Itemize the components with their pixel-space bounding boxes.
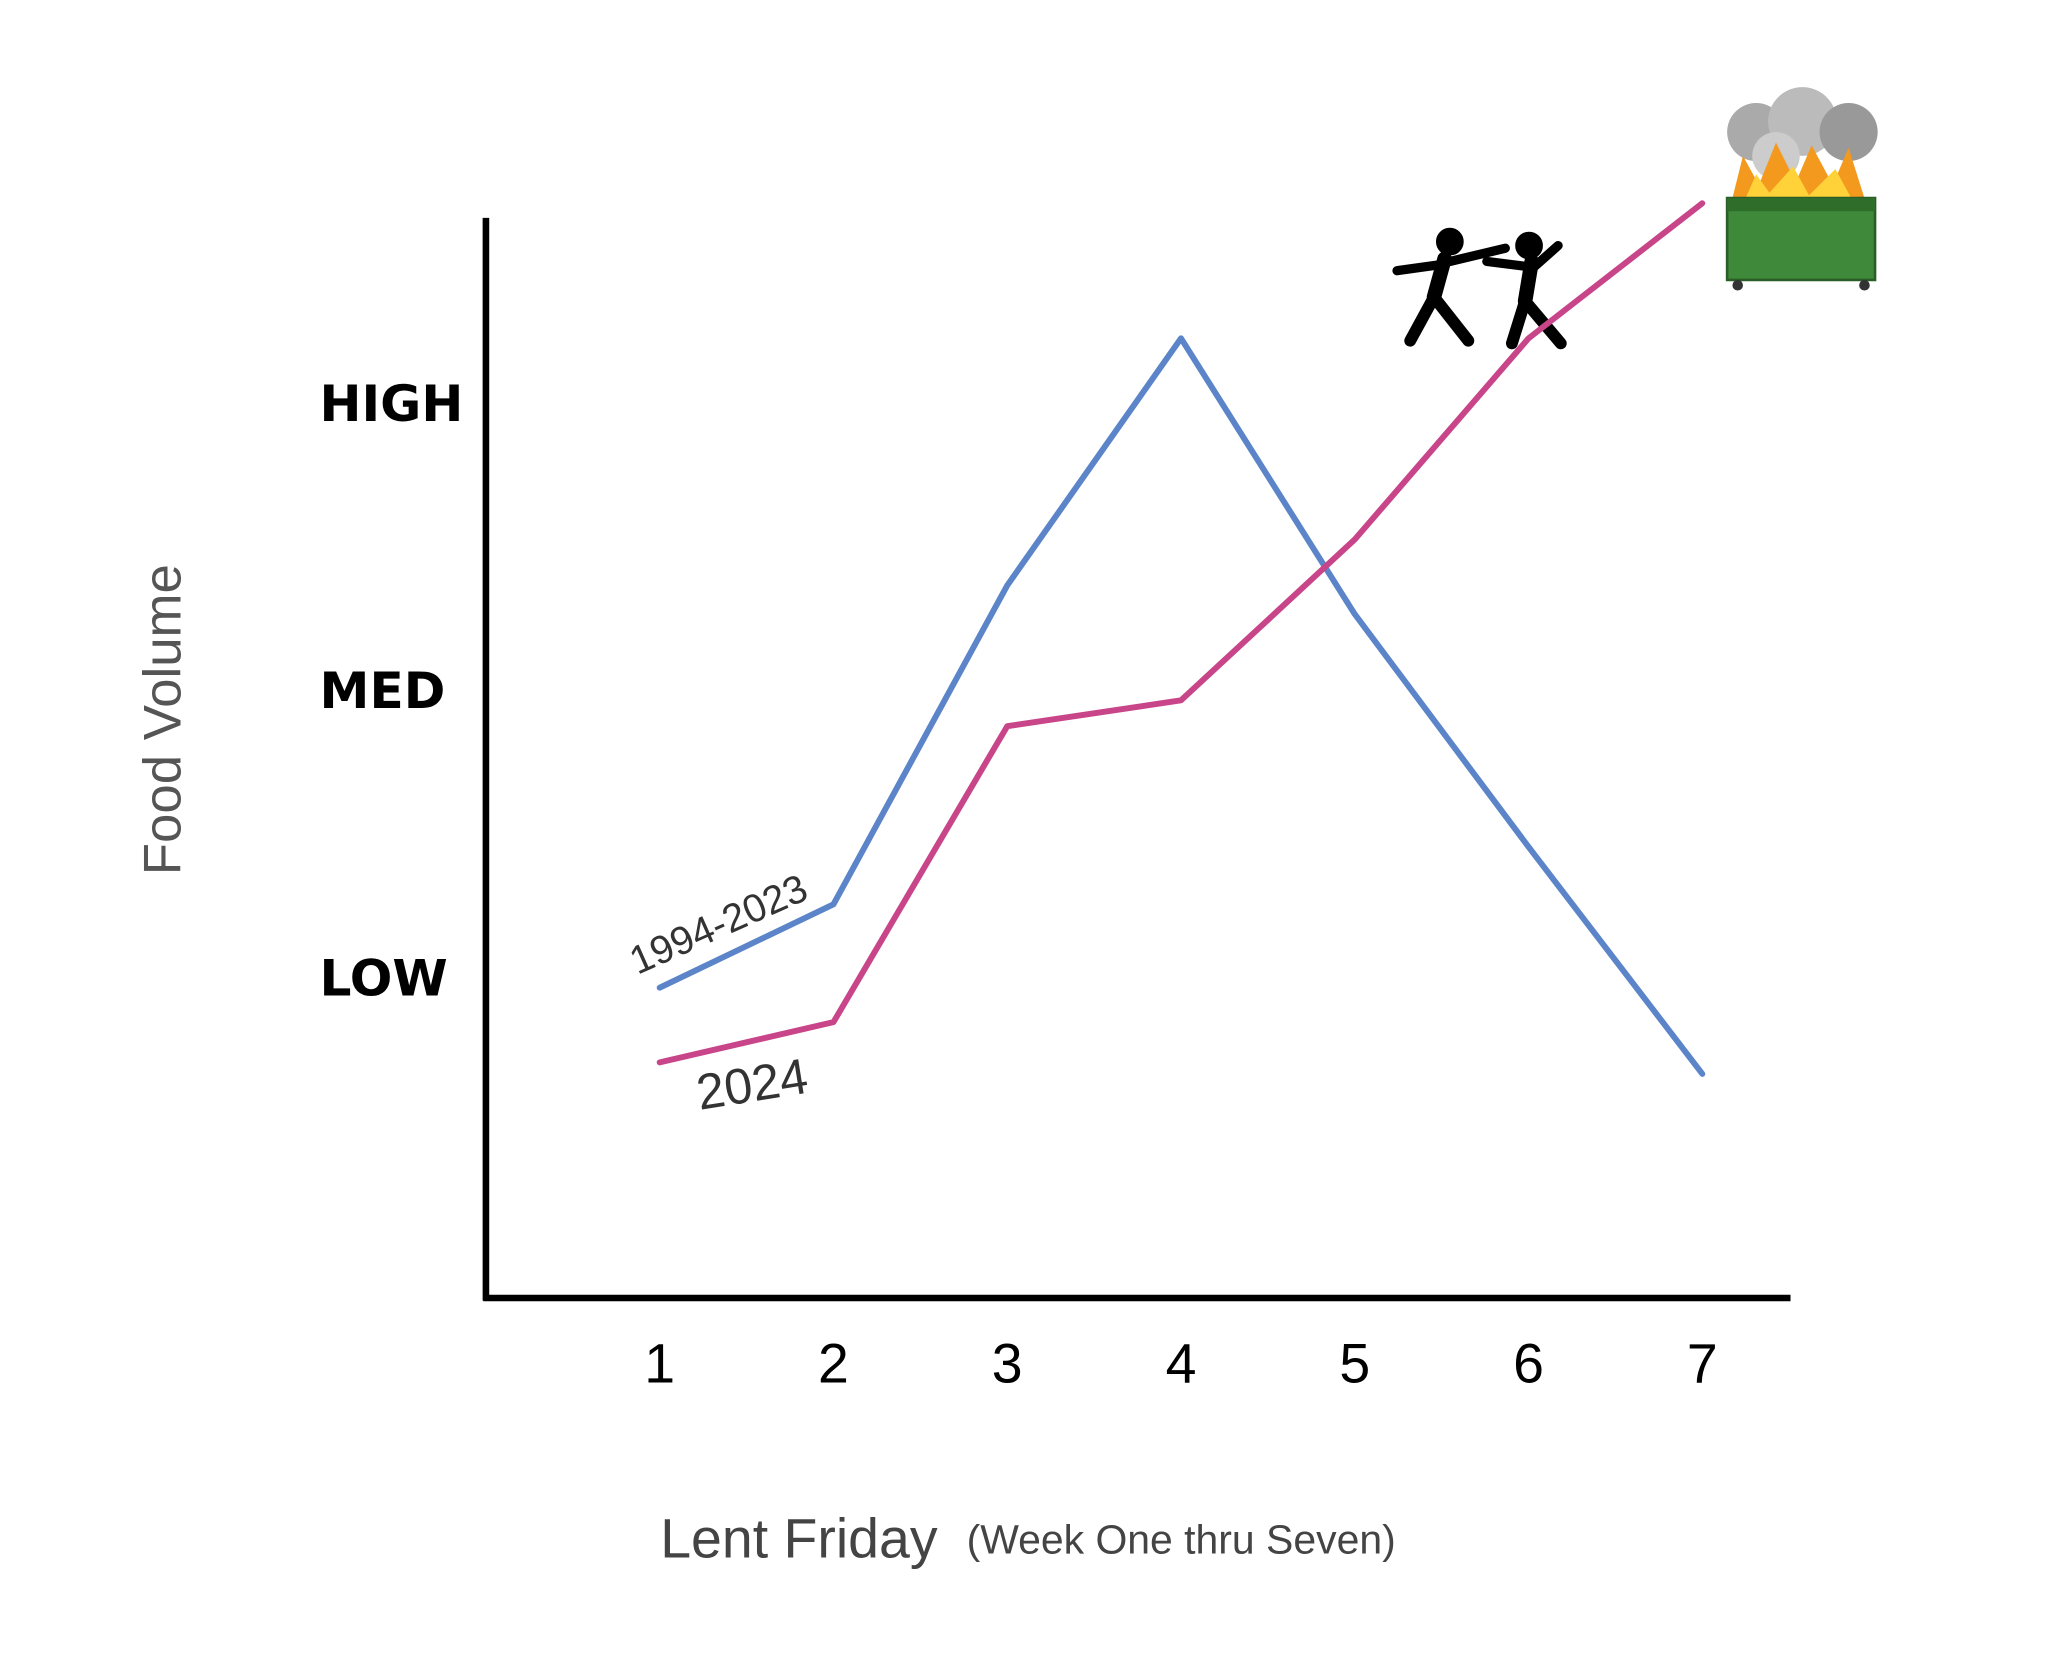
- x-tick-label: 2: [818, 1333, 849, 1395]
- y-tick-label: MED: [320, 661, 446, 720]
- x-tick-label: 3: [992, 1333, 1023, 1395]
- x-axis-title-main: Lent Friday: [660, 1507, 938, 1569]
- fighters-icon: [1392, 227, 1567, 350]
- x-tick-label: 4: [1166, 1333, 1197, 1395]
- x-tick-label: 1: [644, 1333, 675, 1395]
- x-axis-title-note: (Week One thru Seven): [967, 1516, 1396, 1562]
- series-label: 2024: [693, 1048, 812, 1121]
- y-axis-title: Food Volume: [133, 564, 192, 875]
- x-tick-label: 5: [1339, 1333, 1370, 1395]
- y-tick-label: HIGH: [320, 374, 464, 433]
- x-tick-label: 6: [1513, 1333, 1544, 1395]
- series-line: [656, 335, 1706, 1077]
- series-line: [656, 200, 1706, 1066]
- x-axis-title: Lent Friday (Week One thru Seven): [660, 1507, 1396, 1569]
- x-tick-label: 7: [1687, 1333, 1718, 1395]
- dumpster-fire-icon: [1725, 87, 1878, 291]
- y-tick-label: LOW: [320, 948, 448, 1007]
